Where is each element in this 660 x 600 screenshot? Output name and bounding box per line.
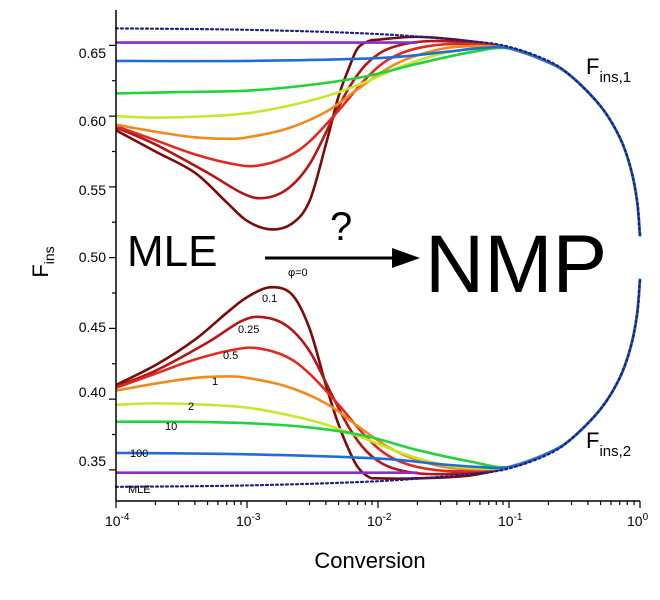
curve-label-mle: MLE [128, 484, 151, 496]
tick-group [109, 44, 641, 508]
curve-label-10: 10 [165, 421, 177, 433]
y-tick-label: 0.60 [79, 113, 106, 129]
series-line-reference-upper [114, 27, 642, 238]
curve-group [114, 27, 642, 488]
series-line-2-upper [115, 45, 642, 237]
y-axis-title: Fins [28, 246, 57, 277]
curve-label-0.5: 0.5 [223, 350, 238, 362]
annotation-arrow-head [392, 248, 420, 268]
annotation-arrow-label: φ=0 [288, 267, 308, 279]
curve-label-100: 100 [130, 448, 148, 460]
branch-label-lower: Fins,2 [586, 428, 631, 460]
annotation-question: ? [330, 205, 352, 249]
x-tick-label: 100 [627, 512, 649, 529]
curve-label-1: 1 [212, 376, 218, 388]
x-tick-label: 10-2 [367, 512, 392, 529]
series-line-100-lower [115, 278, 642, 470]
curve-label-0.25: 0.25 [238, 324, 259, 336]
curve-label-0.1: 0.1 [262, 293, 277, 305]
y-tick-label: 0.65 [79, 45, 106, 61]
x-axis-title: Conversion [314, 548, 425, 573]
series-line-100-upper [115, 45, 642, 237]
y-tick-label: 0.55 [79, 182, 106, 198]
x-tick-label: 10-3 [236, 512, 261, 529]
annotation-nmp: NMP [425, 219, 607, 310]
y-tick-label: 0.50 [79, 249, 106, 265]
x-tick-label: 10-4 [105, 512, 130, 529]
series-line-reference-lower [114, 277, 642, 488]
branch-label-upper: Fins,1 [586, 54, 631, 86]
y-tick-label: 0.45 [79, 319, 106, 335]
x-tick-label: 10-1 [498, 512, 523, 529]
y-tick-label: 0.40 [79, 384, 106, 400]
annotation-mle: MLE [127, 227, 217, 276]
curve-label-2: 2 [188, 401, 194, 413]
y-tick-label: 0.35 [79, 453, 106, 469]
